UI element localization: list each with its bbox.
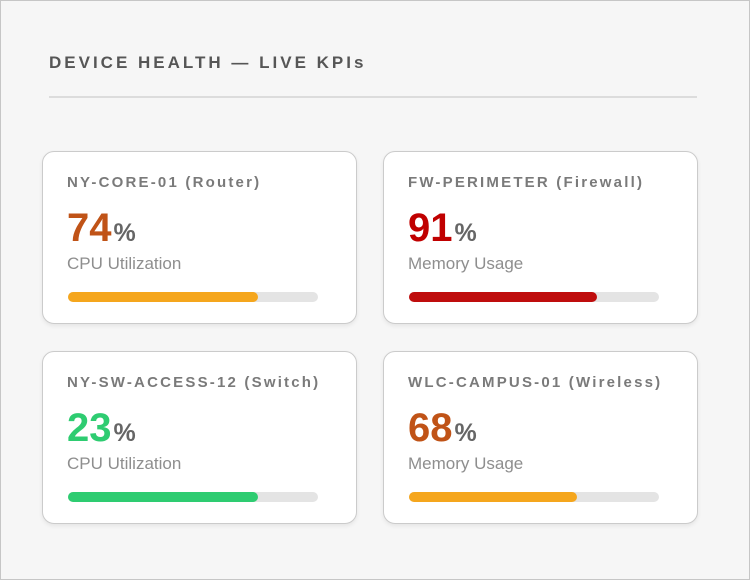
progress-fill — [409, 292, 597, 302]
kpi-value: 91 — [408, 206, 453, 250]
device-name: NY-SW-ACCESS-12 (Switch) — [67, 374, 321, 391]
device-name: NY-CORE-01 (Router) — [67, 174, 262, 191]
progress-fill — [409, 492, 577, 502]
kpi-value: 23 — [67, 406, 112, 450]
kpi-value-row: 23% — [67, 408, 332, 448]
kpi-value-row: 91% — [408, 208, 673, 248]
progress-fill — [68, 292, 258, 302]
kpi-value-row: 68% — [408, 408, 673, 448]
kpi-value: 68 — [408, 406, 453, 450]
progress-track — [409, 292, 659, 302]
kpi-card-ny-sw-access-12: NY-SW-ACCESS-12 (Switch) 23% CPU Utiliza… — [42, 351, 357, 524]
kpi-card-fw-perimeter: FW-PERIMETER (Firewall) 91% Memory Usage — [383, 151, 698, 324]
kpi-card-ny-core-01: NY-CORE-01 (Router) 74% CPU Utilization — [42, 151, 357, 324]
kpi-metric-label: Memory Usage — [408, 454, 524, 473]
progress-track — [409, 492, 659, 502]
device-name: WLC-CAMPUS-01 (Wireless) — [408, 374, 663, 391]
kpi-metric-label: Memory Usage — [408, 254, 524, 273]
kpi-metric-label: CPU Utilization — [67, 254, 182, 273]
kpi-unit: % — [454, 419, 477, 447]
kpi-value: 74 — [67, 206, 112, 250]
kpi-value-row: 74% — [67, 208, 332, 248]
kpi-unit: % — [454, 219, 477, 247]
device-name: FW-PERIMETER (Firewall) — [408, 174, 645, 191]
progress-track — [68, 492, 318, 502]
kpi-unit: % — [113, 219, 136, 247]
header-divider — [49, 96, 697, 98]
progress-track — [68, 292, 318, 302]
kpi-metric-label: CPU Utilization — [67, 454, 182, 473]
kpi-card-wlc-campus-01: WLC-CAMPUS-01 (Wireless) 68% Memory Usag… — [383, 351, 698, 524]
progress-fill — [68, 492, 258, 502]
kpi-unit: % — [113, 419, 136, 447]
kpi-card-grid: NY-CORE-01 (Router) 74% CPU Utilization … — [42, 151, 698, 524]
page-title: DEVICE HEALTH — LIVE KPIs — [49, 53, 367, 72]
